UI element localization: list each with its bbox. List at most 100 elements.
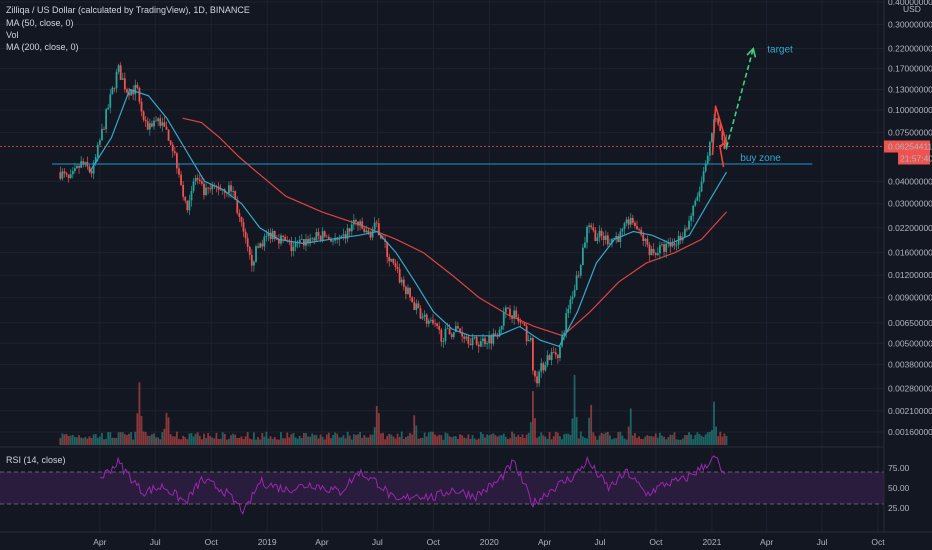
volume-bar [436,436,439,445]
candle-body [375,222,378,224]
volume-bar [323,439,326,445]
countdown-tag-bg [898,152,930,165]
target-arrow-head [746,46,757,58]
volume-bar [184,437,187,445]
volume-bar [336,433,339,445]
time-tick-label: Apr [315,537,328,547]
volume-bar [438,434,441,445]
volume-bar [167,417,170,445]
candle-body [496,336,499,337]
volume-bar [500,435,503,445]
candle-body [706,155,709,164]
candle-body [338,238,341,240]
volume-bar [534,418,536,445]
candle-body [621,228,624,232]
rsi-legend[interactable]: RSI (14, close) [6,455,66,465]
volume-bar [421,437,424,445]
volume-bar [575,417,578,445]
volume-bar [444,432,447,445]
candle-body [138,87,141,102]
volume-bars [59,374,728,445]
volume-bar [363,435,366,445]
volume-bar [482,434,484,445]
volume-bar [692,439,695,445]
candle-body [613,238,615,239]
volume-bar [330,438,332,445]
volume-bar [282,438,284,445]
candle-body [658,245,661,254]
candle-body [140,101,143,112]
volume-bar [517,434,520,445]
candles [59,62,728,388]
candle-body [715,118,717,120]
candle-body [309,238,312,244]
candle-body [319,235,322,240]
buy-zone-label[interactable]: buy zone [740,153,781,164]
volume-bar [627,426,630,445]
volume-bar [240,436,243,445]
volume-bar [223,433,226,445]
volume-bar [402,439,405,445]
drawing-annotations[interactable]: buy zone target [52,45,813,168]
volume-bar [194,433,197,445]
candle-body [171,144,174,152]
candle-body [450,334,453,338]
volume-bar [321,436,324,445]
candle-body [569,299,572,309]
candle-body [365,230,368,233]
candle-body [602,235,605,240]
candle-body [61,171,64,179]
volume-legend[interactable]: Vol [6,30,19,40]
candle-body [529,338,532,340]
volume-bar [521,434,524,445]
volume-bar [475,439,478,445]
price-axis[interactable]: USD 0.40000000 0.30000000 0.22000000 0.1700… [883,0,932,532]
candle-body [500,325,503,330]
volume-bar [198,435,201,445]
candle-body [305,239,307,246]
volume-bar [571,418,574,445]
volume-bar [103,439,105,445]
candle-body [71,171,74,175]
candle-body [627,219,630,225]
symbol-legend-title[interactable]: Zilliqa / US Dollar (calculated by Tradi… [6,5,250,15]
candle-body [157,118,160,122]
candle-body [623,223,626,229]
volume-bar [631,435,634,445]
time-axis[interactable]: Apr Jul Oct 2019 Apr Jul Oct 2020 Apr Jul Oct 2021 A… [0,531,932,547]
rsi-tick-label: 50.00 [888,483,910,493]
candle-body [153,120,155,127]
time-tick-label: Jul [372,537,383,547]
candle-body [146,121,149,130]
volume-bar [130,432,132,445]
candle-body [194,178,197,182]
candle-body [606,235,609,245]
time-tick-label: 2019 [258,537,277,547]
rsi-axis[interactable]: 75.00 50.00 25.00 [888,463,910,513]
target-label[interactable]: target [767,45,793,56]
candle-body [652,248,655,253]
candle-body [708,141,711,156]
volume-bar [442,439,445,445]
volume-bar [409,432,411,445]
volume-bar [190,433,193,445]
ma50-line [88,88,728,348]
candle-body [598,230,601,238]
candle-body [190,190,193,201]
candle-body [573,289,576,297]
volume-bar [352,434,355,445]
candle-body [702,171,705,182]
volume-bar [294,437,297,445]
volume-bar [121,432,124,445]
time-tick-label: Oct [649,537,663,547]
ma200-legend[interactable]: MA (200, close, 0) [6,42,79,52]
candle-body [340,235,343,239]
price-tick-label: 0.00280000 [888,383,932,393]
candle-body [98,140,101,145]
volume-bar [654,433,657,445]
volume-bar [717,436,720,445]
volume-bar [419,438,422,445]
candle-body [694,200,697,206]
ma50-legend[interactable]: MA (50, close, 0) [6,18,74,28]
